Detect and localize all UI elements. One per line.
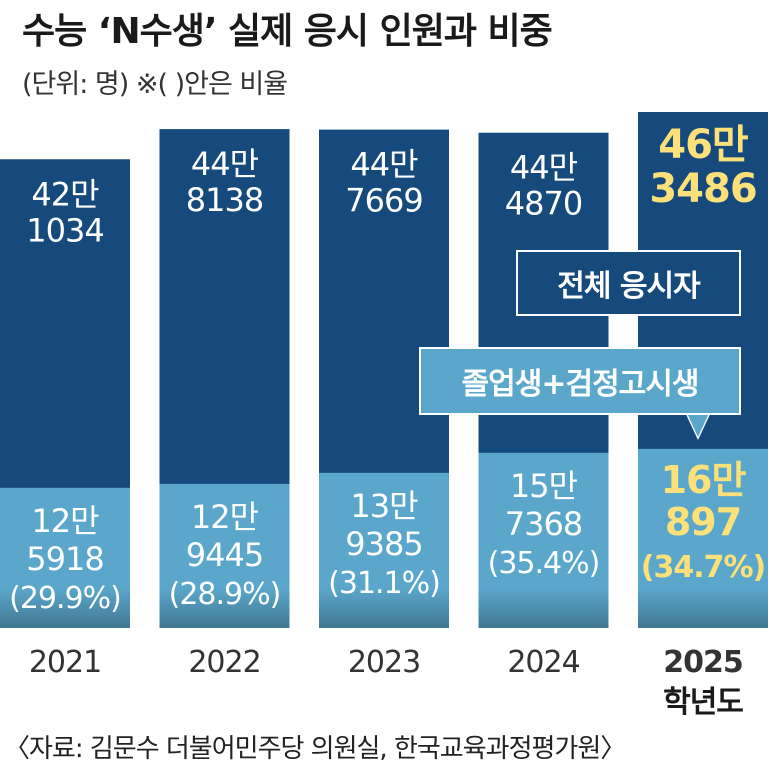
total-applicants-callout: 전체 응시자 bbox=[516, 250, 741, 316]
grad-label-line2-2025: 897 bbox=[665, 500, 741, 544]
category-suffix-2025: 학년도 bbox=[663, 685, 743, 720]
bar-shadow-2024 bbox=[478, 588, 609, 628]
grad-label-line2-2022: 9445 bbox=[186, 536, 263, 574]
bar-shadow-2025 bbox=[638, 588, 768, 628]
grad-percent-2025: (34.7%) bbox=[641, 550, 766, 585]
total-label-line1-2023: 44만 bbox=[350, 146, 418, 184]
total-label-line1-2021: 42만 bbox=[31, 175, 99, 213]
bar-shadow-2021 bbox=[0, 588, 130, 628]
grad-label-line2-2021: 5918 bbox=[26, 540, 103, 578]
grad-label-line1-2024: 15만 bbox=[510, 467, 578, 505]
bar-shadow-2022 bbox=[159, 588, 290, 628]
page-title: 수능 ‘N수생’ 실제 응시 인원과 비중 bbox=[22, 11, 553, 52]
total-label-line1-2024: 44만 bbox=[510, 149, 578, 187]
total-label-line2-2025: 3486 bbox=[649, 166, 756, 212]
total-label-line2-2022: 8138 bbox=[186, 181, 263, 219]
grad-label-line1-2022: 12만 bbox=[191, 498, 259, 536]
total-label-line1-2025: 46만 bbox=[658, 122, 749, 168]
graduates-callout: 졸업생+검정고시생 bbox=[419, 347, 741, 415]
grad-label-line1-2023: 13만 bbox=[350, 487, 418, 525]
grad-percent-2021: (29.9%) bbox=[9, 581, 121, 616]
grad-percent-2023: (31.1%) bbox=[328, 566, 440, 601]
grad-label-line2-2024: 7368 bbox=[505, 505, 582, 543]
source-note: 〈자료: 김문수 더불어민주당 의원실, 한국교육과정평가원〉 bbox=[4, 734, 626, 764]
grad-percent-2024: (35.4%) bbox=[488, 546, 600, 581]
total-label-line2-2024: 4870 bbox=[505, 185, 582, 223]
category-label-2024: 2024 bbox=[507, 645, 579, 680]
callout-tail bbox=[686, 411, 710, 437]
category-label-2021: 2021 bbox=[29, 645, 101, 680]
grad-label-line2-2023: 9385 bbox=[345, 525, 422, 563]
category-label-2023: 2023 bbox=[348, 645, 420, 680]
bar-shadow-2023 bbox=[319, 588, 449, 628]
total-label-line1-2022: 44만 bbox=[191, 145, 259, 183]
grad-label-line1-2021: 12만 bbox=[31, 502, 99, 540]
category-label-2025: 2025 bbox=[663, 645, 743, 680]
total-label-line2-2023: 7669 bbox=[345, 182, 422, 220]
grad-label-line1-2025: 16만 bbox=[661, 458, 747, 502]
total-label-line2-2021: 1034 bbox=[26, 211, 103, 249]
category-label-2022: 2022 bbox=[188, 645, 260, 680]
unit-note: (단위: 명) ※( )안은 비율 bbox=[22, 69, 288, 100]
grad-percent-2022: (28.9%) bbox=[169, 577, 281, 612]
